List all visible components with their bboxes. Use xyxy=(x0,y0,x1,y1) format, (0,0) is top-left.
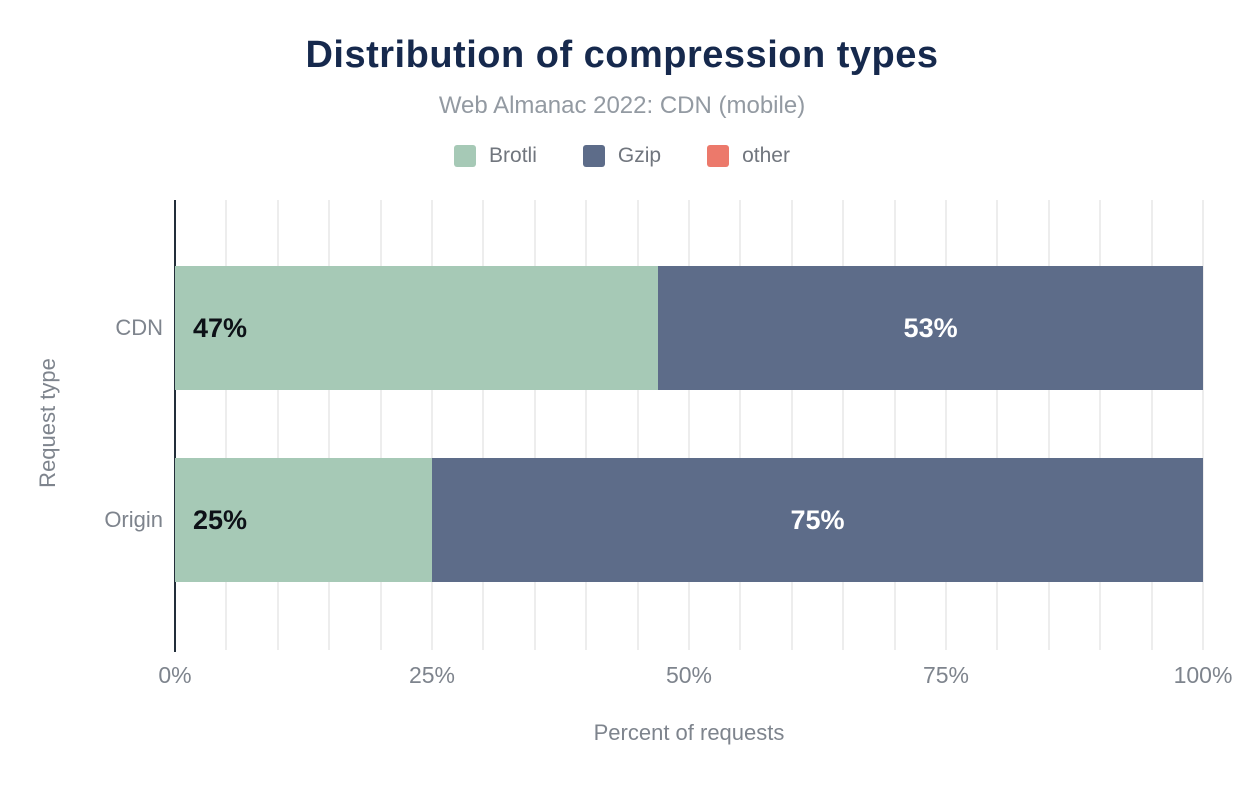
bar-segment-brotli-cdn[interactable]: 47% xyxy=(175,266,659,390)
bar-value-label: 47% xyxy=(193,312,248,343)
gridline xyxy=(379,200,382,650)
y-axis-line xyxy=(174,200,176,652)
legend-swatch-brotli xyxy=(454,145,477,167)
x-tick-label-0-: 0% xyxy=(158,662,192,688)
chart-subtitle: Web Almanac 2022: CDN (mobile) xyxy=(438,92,806,119)
chart-title: Distribution of compression types xyxy=(305,34,939,76)
bar-row-cdn: 47% 53% xyxy=(175,266,1203,390)
gridline xyxy=(431,200,433,650)
gridline xyxy=(585,200,588,650)
x-tick-label-75-: 75% xyxy=(922,662,970,688)
gridline xyxy=(533,200,536,650)
bar-value-label: 25% xyxy=(193,504,248,535)
y-category-label-origin: Origin xyxy=(104,507,163,532)
legend-label: Gzip xyxy=(617,144,662,167)
y-category-label-cdn: CDN xyxy=(115,315,163,340)
gridline xyxy=(1047,200,1050,650)
bar-segment-gzip-origin[interactable]: 75% xyxy=(432,458,1203,582)
legend: Brotli Gzip other xyxy=(0,144,1244,168)
x-axis-title: Percent of requests xyxy=(593,720,785,745)
legend-item-other[interactable]: other xyxy=(707,144,790,168)
y-axis-title: Request type xyxy=(35,358,60,488)
bar-value-label: 53% xyxy=(903,312,958,343)
gridline xyxy=(1202,200,1204,650)
bar-segment-brotli-origin[interactable]: 25% xyxy=(175,458,432,582)
gridline xyxy=(945,200,947,650)
bar-row-origin: 25% 75% xyxy=(175,458,1203,582)
x-tick-label-25-: 25% xyxy=(408,662,456,688)
bar-segment-gzip-cdn[interactable]: 53% xyxy=(658,266,1203,390)
gridline xyxy=(328,200,331,650)
gridline xyxy=(842,200,845,650)
gridline xyxy=(739,200,742,650)
gridline xyxy=(1099,200,1102,650)
legend-item-gzip[interactable]: Gzip xyxy=(582,144,662,168)
legend-swatch-gzip xyxy=(582,145,605,167)
legend-label: other xyxy=(742,144,790,167)
gridline xyxy=(482,200,485,650)
gridline xyxy=(790,200,793,650)
legend-item-brotli[interactable]: Brotli xyxy=(454,144,537,168)
legend-swatch-other xyxy=(707,145,730,167)
legend-label: Brotli xyxy=(489,144,537,167)
gridline xyxy=(225,200,228,650)
plot-area: 47% 53% CDN 25% 75% Origin 0% 25% 50% 75% 100% xyxy=(104,200,1232,688)
bar-value-label: 75% xyxy=(790,504,845,535)
gridline xyxy=(1150,200,1153,650)
x-tick-label-50-: 50% xyxy=(665,662,713,688)
x-tick-label-100-: 100% xyxy=(1173,662,1233,688)
gridline xyxy=(636,200,639,650)
gridline xyxy=(688,200,690,650)
gridline xyxy=(893,200,896,650)
gridline xyxy=(276,200,279,650)
gridline xyxy=(996,200,999,650)
